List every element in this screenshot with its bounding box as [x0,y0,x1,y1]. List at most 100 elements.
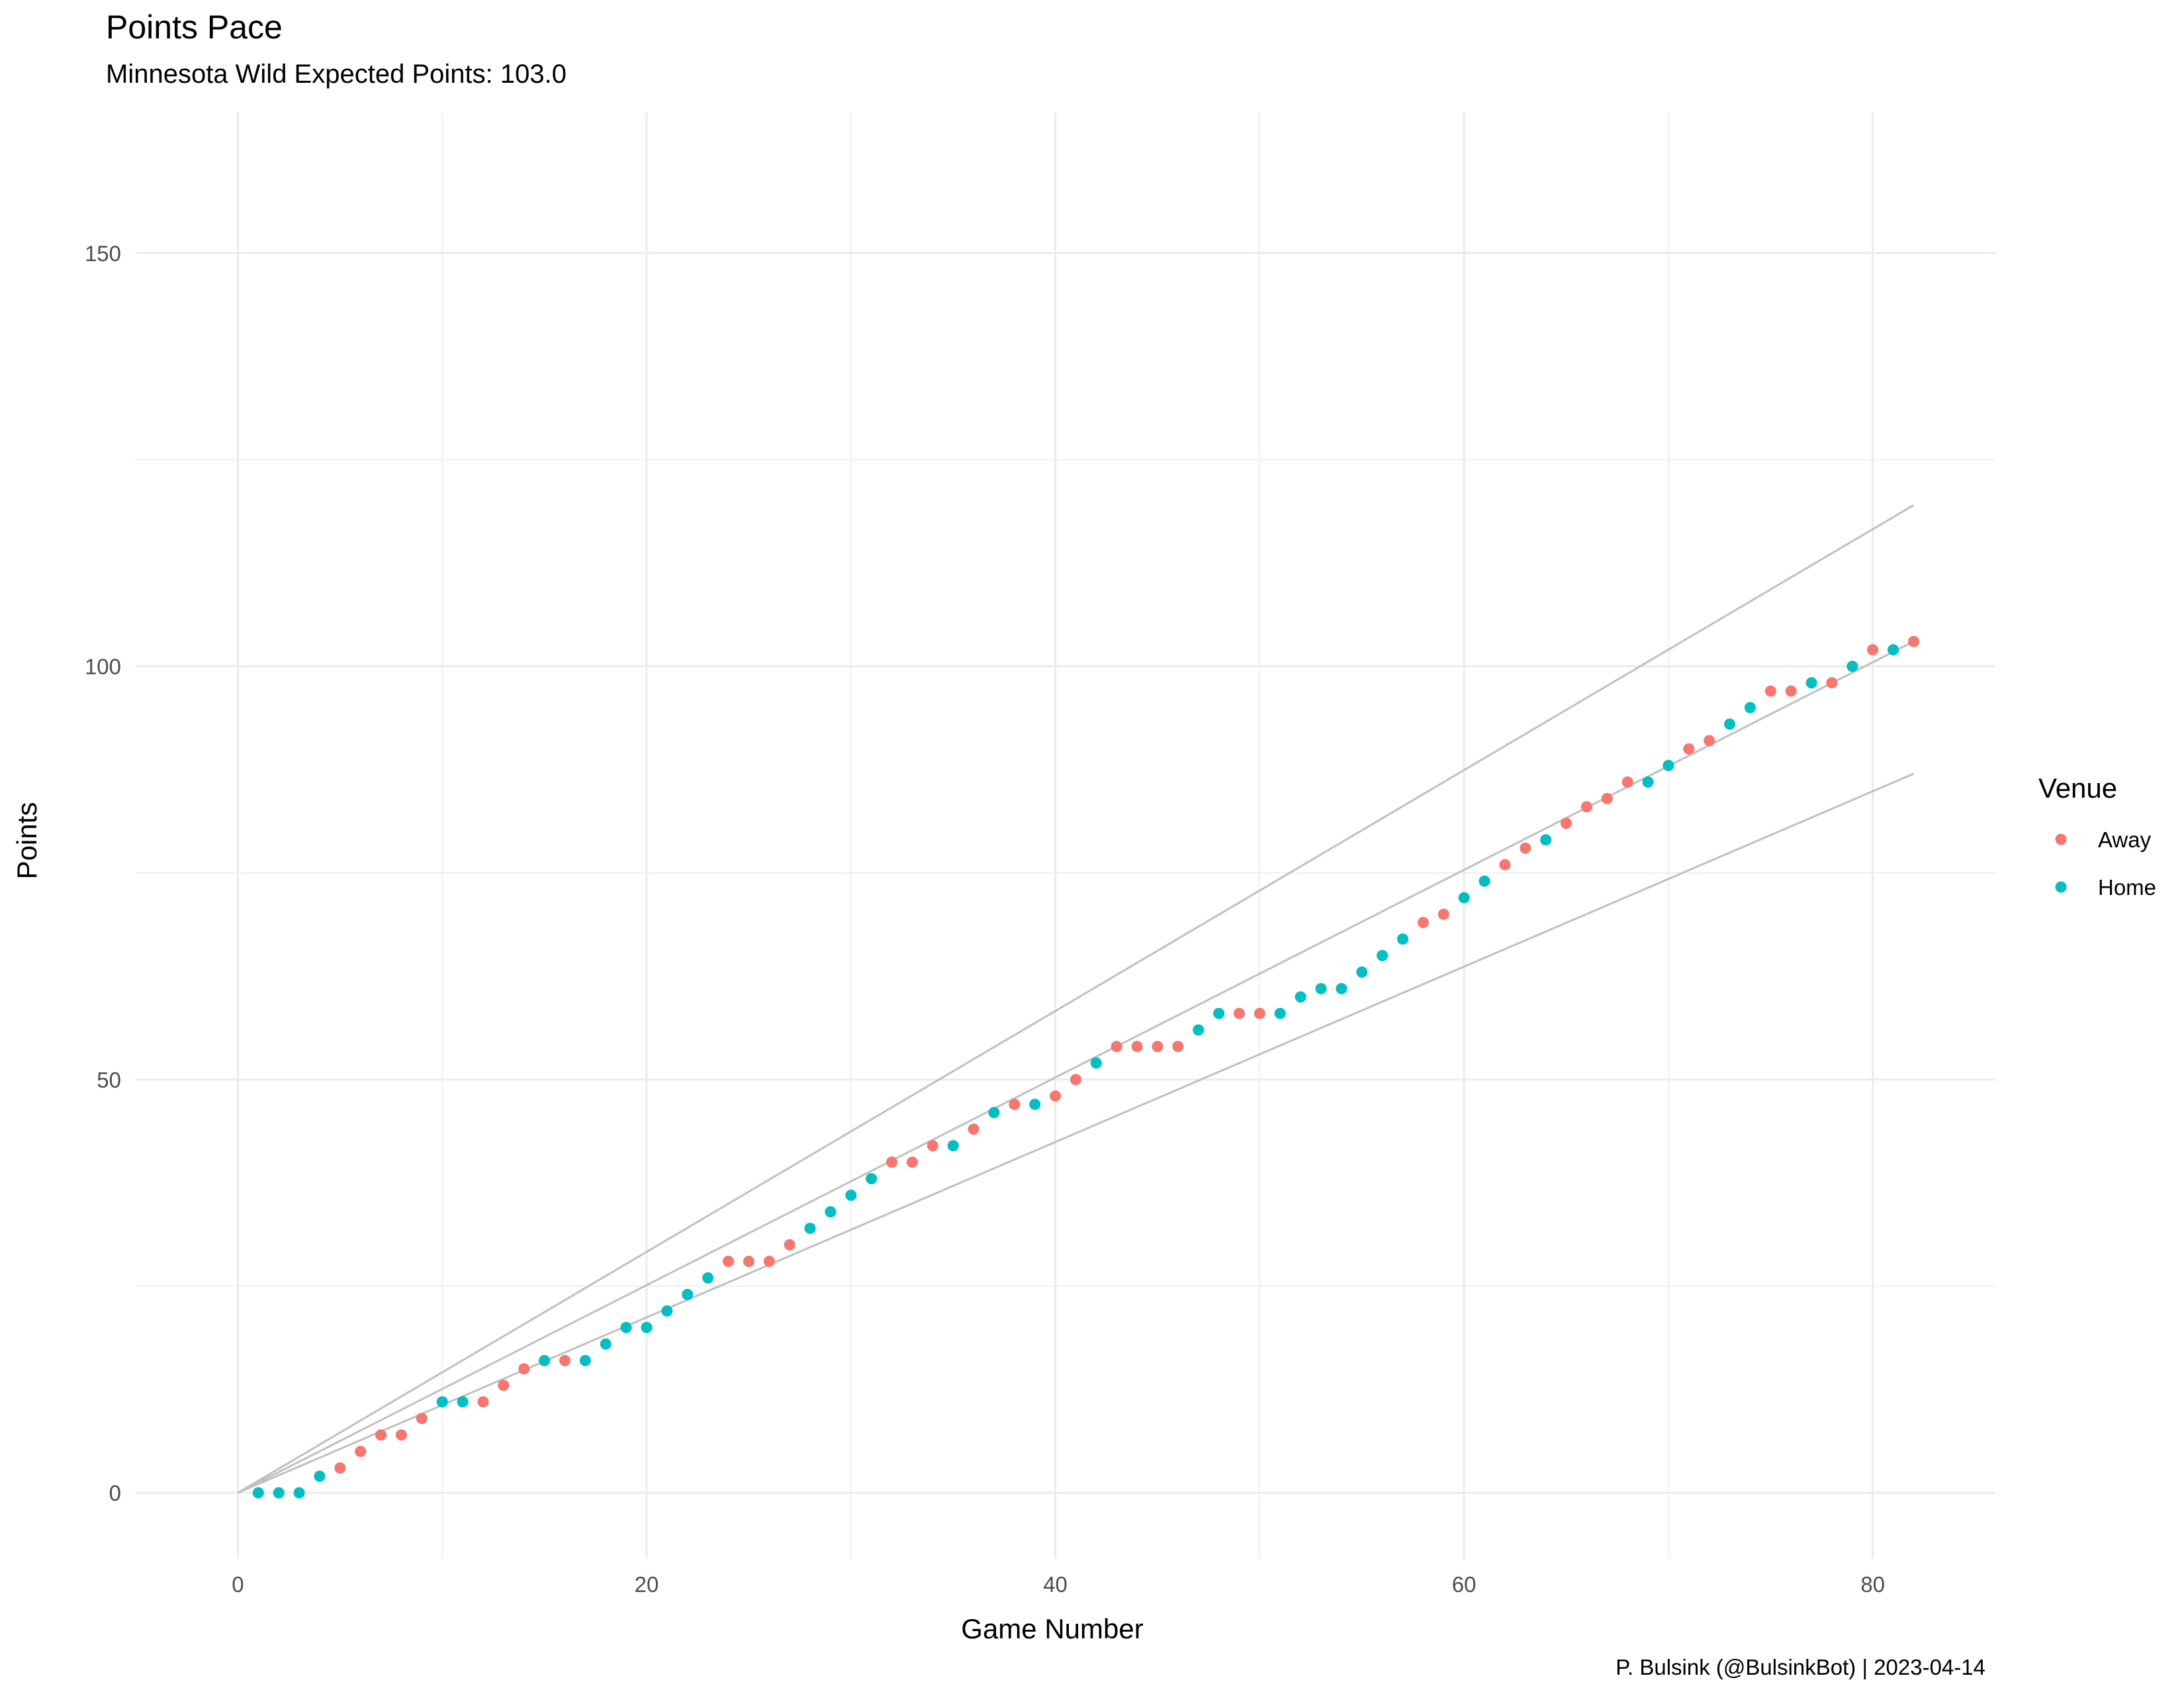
point-home [1397,933,1409,945]
point-home [988,1107,1000,1119]
point-home [1642,776,1654,788]
point-home [845,1190,857,1201]
x-tick-label: 40 [1043,1572,1068,1597]
grid [136,113,1995,1559]
point-away [1050,1090,1062,1102]
legend-key-home [2055,881,2067,893]
point-home [661,1305,673,1317]
point-home [1846,661,1858,673]
point-home [1029,1098,1041,1110]
point-home [947,1140,959,1152]
point-home [1479,875,1490,887]
y-tick-label: 0 [109,1481,121,1505]
point-home [457,1396,469,1408]
point-away [784,1239,796,1251]
point-home [1805,677,1817,689]
point-away [1437,908,1449,920]
pace-line-1 [237,504,1915,1494]
point-home [1090,1057,1102,1069]
point-away [886,1156,898,1168]
point-away [1580,801,1592,813]
point-away [1233,1008,1245,1019]
point-away [722,1256,734,1268]
point-home [1540,834,1552,846]
reference-lines [237,504,1915,1494]
point-home [1458,892,1470,904]
x-tick-label: 80 [1860,1572,1885,1597]
point-home [1213,1008,1225,1019]
point-away [1131,1041,1143,1053]
point-home [1888,644,1899,656]
y-tick-label: 50 [97,1068,121,1092]
point-away [518,1363,530,1375]
point-home [579,1354,591,1366]
point-away [1683,743,1695,755]
point-home [866,1173,878,1185]
point-home [273,1487,285,1499]
point-away [1561,818,1572,829]
point-home [600,1338,612,1350]
pace-line-3 [237,773,1915,1494]
y-tick-label: 100 [85,655,121,679]
point-away [1764,685,1776,697]
point-away [1069,1074,1081,1086]
point-home [252,1487,264,1499]
point-away [334,1462,346,1474]
point-away [906,1156,918,1168]
point-away [375,1429,387,1441]
point-home [641,1321,653,1333]
point-home [1193,1024,1205,1036]
x-tick-label: 0 [232,1572,244,1597]
point-away [1111,1041,1122,1053]
point-home [804,1223,816,1235]
point-away [1867,644,1879,656]
point-home [1356,966,1368,978]
point-away [1499,859,1511,870]
data-points [252,635,1919,1499]
chart-subtitle: Minnesota Wild Expected Points: 103.0 [106,60,567,89]
point-home [620,1321,632,1333]
point-away [477,1396,489,1408]
point-home [1744,702,1756,714]
tick-labels: 0 20 40 60 80 0 50 100 150 [85,241,1885,1597]
y-tick-label: 150 [85,241,121,265]
point-away [559,1354,570,1366]
point-home [1336,982,1347,994]
point-home [825,1206,837,1218]
point-away [355,1446,367,1458]
pace-line-2 [237,640,1915,1494]
point-home [1724,718,1736,730]
legend-key-away [2055,833,2067,845]
point-away [1907,635,1919,647]
point-home [436,1396,448,1408]
point-away [395,1429,407,1441]
point-away [1520,842,1531,854]
legend-title: Venue [2038,773,2117,804]
point-away [1785,685,1797,697]
legend-label-away: Away [2098,827,2152,852]
point-home [314,1470,326,1482]
point-away [1172,1041,1184,1053]
legend-label-home: Home [2098,875,2156,900]
x-tick-label: 20 [635,1572,659,1597]
point-home [682,1288,694,1300]
point-home [1662,759,1674,771]
point-away [1601,792,1613,804]
point-away [1417,917,1429,929]
point-away [1253,1008,1265,1019]
point-away [1621,776,1633,788]
y-axis-title: Points [11,802,42,880]
point-away [927,1140,938,1152]
point-away [1704,735,1715,747]
point-home [539,1354,551,1366]
chart-caption: P. Bulsink (@BulsinkBot) | 2023-04-14 [1615,1655,1985,1679]
x-axis-title: Game Number [961,1613,1143,1644]
point-home [293,1487,305,1499]
point-away [1826,677,1838,689]
legend: Venue Away Home [2038,773,2156,900]
point-away [416,1413,428,1425]
point-away [743,1256,754,1268]
x-tick-label: 60 [1452,1572,1477,1597]
point-away [498,1380,510,1391]
